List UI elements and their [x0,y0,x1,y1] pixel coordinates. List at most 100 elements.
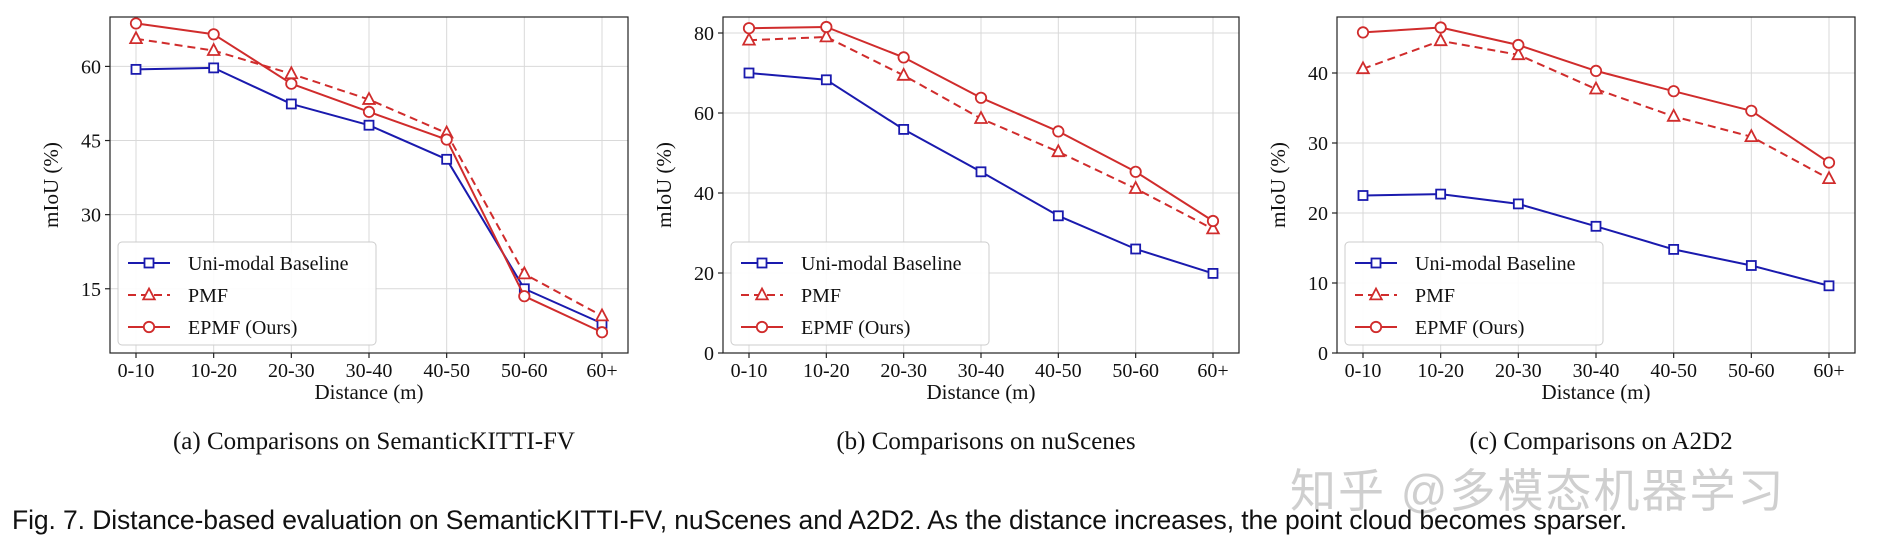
data-point-square [898,124,910,135]
y-tick-label: 40 [1308,63,1328,85]
data-point-triangle [1511,46,1526,61]
legend-label: Uni-modal Baseline [1415,253,1576,275]
data-point-triangle [1051,143,1066,158]
figure-canvas: 0-10 10-20 20-30 30-40 40-50 50-60 60+ 15 30 45 60… [39,16,1856,455]
legend-marker-triangle [754,286,770,301]
chart-panel-2: 0-10 10-20 20-30 30-40 40-50 50-60 60+ 0 20 40 60 8… [652,16,1240,455]
x-tick-label: 0-10 [118,360,155,382]
x-tick-label: 50-60 [1112,360,1159,382]
y-tick-label: 20 [1308,203,1328,225]
legend-box [730,241,990,346]
data-point-square [743,67,755,79]
y-tick-label: 0 [704,343,714,365]
y-axis-label: mIoU (%) [652,142,676,228]
y-tick-label: 0 [1318,343,1328,365]
x-tick-label: 10-20 [1417,360,1464,382]
x-tick-label: 40-50 [423,360,470,382]
data-point-triangle [1821,170,1837,185]
data-point-triangle [128,30,144,45]
x-axis-label: Distance (m) [1541,380,1650,404]
chart-panel-3: 0-10 10-20 20-30 30-40 40-50 50-60 60+ 0 10 20 30 4… [1266,16,1856,455]
data-point-circle [897,51,910,64]
x-tick-label: 60+ [1813,360,1844,382]
x-tick-label: 20-30 [268,360,315,382]
x-tick-label: 30-40 [346,360,393,382]
data-point-square [363,119,375,131]
legend-label: PMF [801,285,841,307]
data-point-circle [595,326,609,339]
legend-label: PMF [1415,285,1455,307]
legend-label: EPMF (Ours) [801,317,910,339]
data-point-square [1590,220,1602,232]
data-point-triangle [361,91,377,105]
y-tick-label: 30 [1308,133,1328,155]
watermark-text: 知乎 @多模态机器学习 [1290,465,1786,517]
data-point-square [130,63,142,75]
y-tick-label: 40 [694,183,714,205]
data-point-square [285,98,297,110]
legend-marker-square [756,257,768,269]
data-point-circle [1667,85,1680,98]
x-tick-label: 50-60 [1728,360,1775,382]
subcaption: (a) Comparisons on SemanticKITTI-FV [173,428,575,455]
data-point-circle [1356,26,1370,39]
legend-marker-circle [755,320,769,334]
legend-label: PMF [188,285,228,307]
x-tick-label: 20-30 [880,360,927,382]
x-tick-label: 0-10 [731,360,768,382]
data-point-triangle [284,65,299,80]
subcaption: (b) Comparisons on nuScenes [836,428,1135,455]
data-point-circle [285,77,298,90]
data-point-circle [974,91,988,104]
x-tick-label: 10-20 [803,360,850,382]
data-point-circle [1434,21,1447,34]
legend-marker-square [143,257,155,269]
data-point-square [1745,260,1757,271]
legend-marker-circle [1369,320,1383,334]
data-point-square [1130,243,1142,255]
y-tick-label: 20 [694,263,714,285]
data-point-square [441,153,453,165]
data-point-square [1435,188,1447,200]
data-point-triangle [896,66,911,81]
y-axis-label: mIoU (%) [1266,142,1290,228]
subcaption: (c) Comparisons on A2D2 [1469,428,1732,455]
legend-label: Uni-modal Baseline [188,253,349,275]
legend-label: EPMF (Ours) [1415,317,1524,339]
y-tick-label: 15 [81,279,101,301]
x-tick-label: 0-10 [1345,360,1382,382]
legend-marker-circle [142,320,156,334]
data-point-triangle [1128,180,1143,194]
data-point-triangle [517,265,532,280]
x-tick-label: 50-60 [501,360,548,382]
data-point-triangle [819,28,834,43]
data-point-circle [1052,125,1065,138]
data-point-triangle [1433,32,1448,47]
data-point-square [1823,280,1835,292]
y-tick-label: 45 [81,131,101,153]
data-point-triangle [206,42,221,56]
legend-label: Uni-modal Baseline [801,253,962,275]
data-point-square [975,166,987,178]
data-point-circle [129,17,143,30]
data-point-square [1357,190,1369,201]
figure-caption: Fig. 7. Distance-based evaluation on Sem… [12,505,1627,535]
legend-marker-triangle [141,286,157,301]
legend-box [1344,241,1604,346]
y-tick-label: 80 [694,23,714,45]
legend-label: EPMF (Ours) [188,317,297,339]
x-tick-label: 40-50 [1035,360,1082,382]
data-point-circle [362,105,376,118]
data-point-square [1668,243,1680,255]
data-point-circle [820,20,833,34]
data-point-triangle [973,110,989,124]
x-tick-label: 10-20 [190,360,237,382]
y-tick-label: 10 [1308,273,1328,295]
data-point-triangle [1355,60,1371,75]
data-point-triangle [1588,80,1604,95]
x-tick-label: 20-30 [1495,360,1542,382]
data-point-circle [1745,104,1758,117]
y-tick-label: 30 [81,205,101,227]
data-point-circle [742,22,756,35]
data-point-circle [1129,165,1142,178]
